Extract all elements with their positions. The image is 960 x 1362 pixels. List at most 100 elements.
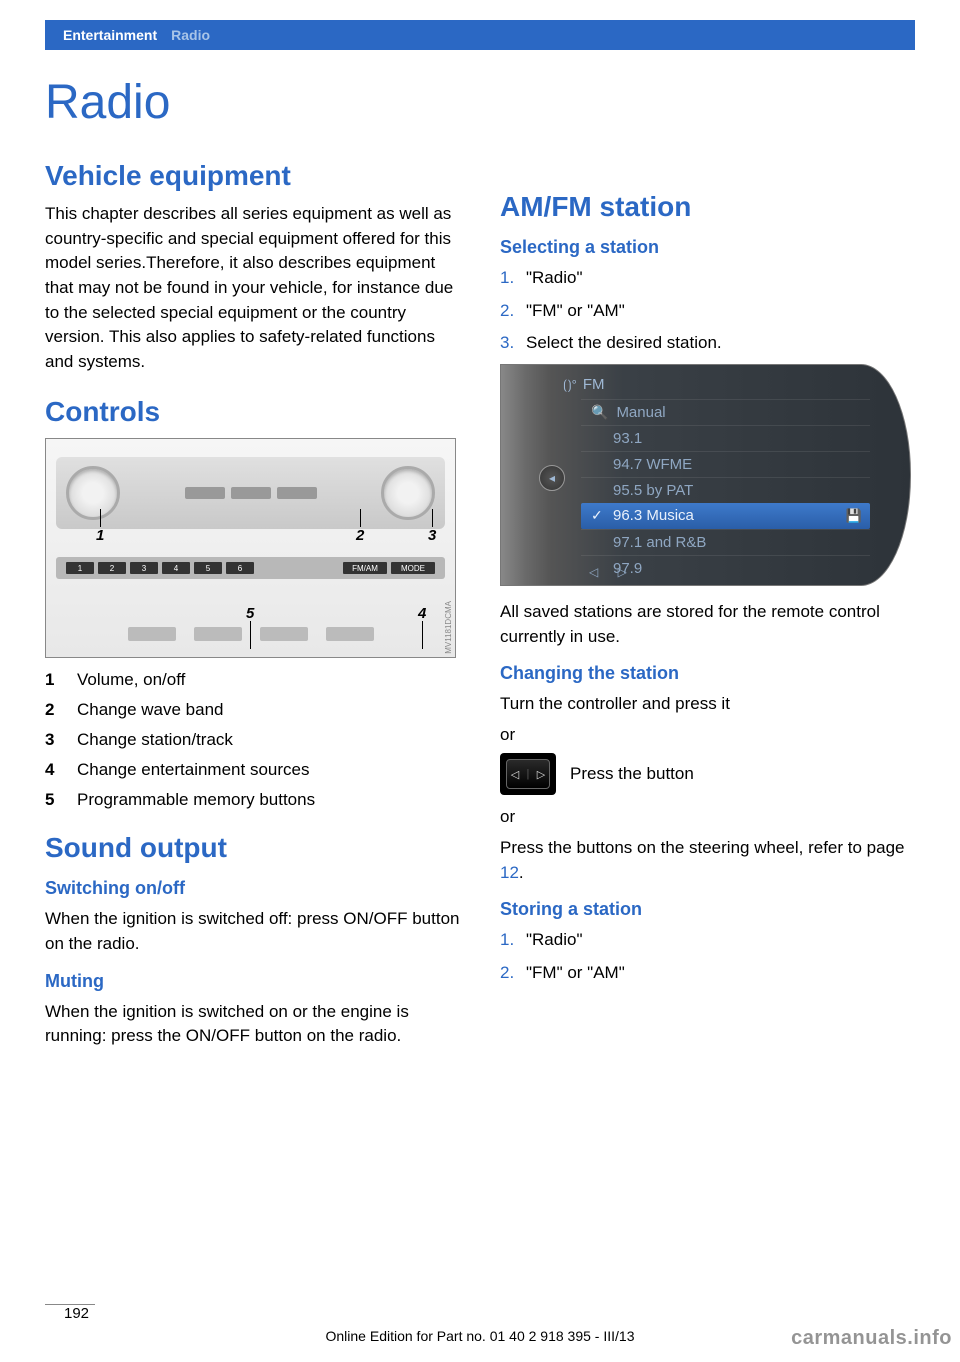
storing-steps: 1."Radio" 2."FM" or "AM": [500, 928, 915, 985]
preset-3: 3: [130, 562, 158, 574]
callout-label: 1: [96, 527, 104, 544]
left-arrow-icon: ◂: [539, 465, 565, 491]
fm-row-label: 95.5 by PAT: [613, 482, 870, 499]
save-icon: 💾: [846, 508, 862, 524]
changing-heading: Changing the station: [500, 663, 915, 684]
legend-row: 1 Volume, on/off: [45, 670, 460, 690]
controls-figure: 1 2 3 4 5 6 FM/AM MODE 1 2 3 4 5 MV1181D…: [45, 438, 456, 658]
preset-6: 6: [226, 562, 254, 574]
tune-knob-icon: [381, 466, 435, 520]
legend-row: 2 Change wave band: [45, 700, 460, 720]
legend-text: Programmable memory buttons: [77, 790, 315, 810]
callout-1: 1: [96, 527, 104, 544]
fm-row-label: 94.7 WFME: [613, 456, 870, 473]
controls-legend: 1 Volume, on/off 2 Change wave band 3 Ch…: [45, 670, 460, 810]
vehicle-equipment-heading: Vehicle equipment: [45, 160, 460, 192]
check-icon: ✓: [591, 507, 613, 524]
fm-row-manual: 🔍 Manual: [581, 399, 870, 425]
fm-row-label: 93.1: [613, 430, 870, 447]
step-text: "FM" or "AM": [526, 961, 625, 986]
right-column: AM/FM station Selecting a station 1."Rad…: [500, 75, 915, 1049]
vehicle-equipment-body: This chapter describes all series equipm…: [45, 202, 460, 374]
search-icon: 🔍: [591, 404, 608, 421]
step: 2."FM" or "AM": [500, 299, 915, 324]
legend-num: 2: [45, 700, 77, 720]
step: 3.Select the desired station.: [500, 331, 915, 356]
callout-label: 4: [418, 605, 426, 622]
bottom-button: [128, 627, 176, 641]
step: 2."FM" or "AM": [500, 961, 915, 986]
preset-2: 2: [98, 562, 126, 574]
tiny-button: [277, 487, 317, 499]
fm-row-selected: ✓96.3 Musica💾: [581, 503, 870, 529]
legend-num: 3: [45, 730, 77, 750]
step-text: "FM" or "AM": [526, 299, 625, 324]
step-text: "Radio": [526, 266, 583, 291]
fm-station-list: 🔍 Manual ✓93.1 ✓94.7 WFME ✓95.5 by PAT ✓…: [581, 399, 870, 581]
press-button-row: ◁ | ▷ Press the button: [500, 753, 915, 795]
preset-1: 1: [66, 562, 94, 574]
header-bar: Entertainment Radio: [45, 20, 915, 50]
tiny-button: [231, 487, 271, 499]
after-screenshot-text: All saved stations are stored for the re…: [500, 600, 915, 649]
muting-body: When the ignition is switched on or the …: [45, 1000, 460, 1049]
step-num: 2.: [500, 299, 526, 324]
step: 1."Radio": [500, 928, 915, 953]
step-text: "Radio": [526, 928, 583, 953]
bottom-button: [326, 627, 374, 641]
or-text: or: [500, 723, 915, 748]
legend-row: 4 Change entertainment sources: [45, 760, 460, 780]
legend-row: 3 Change station/track: [45, 730, 460, 750]
step-text: Select the desired station.: [526, 331, 722, 356]
switching-heading: Switching on/off: [45, 878, 460, 899]
step-num: 3.: [500, 331, 526, 356]
callout-label: 2: [356, 527, 364, 544]
left-column: Radio Vehicle equipment This chapter des…: [45, 75, 460, 1049]
fm-screenshot: ⟮⟯° FM ◂ 🔍 Manual ✓93.1 ✓94.7 WFME ✓95.5…: [500, 364, 911, 586]
legend-text: Change wave band: [77, 700, 224, 720]
legend-text: Change entertainment sources: [77, 760, 309, 780]
step: 1."Radio": [500, 266, 915, 291]
bottom-button: [260, 627, 308, 641]
page-link[interactable]: 12: [500, 863, 519, 882]
tiny-button: [185, 487, 225, 499]
page-number: 192: [64, 1305, 89, 1322]
steering-wheel-text: Press the buttons on the steering wheel,…: [500, 836, 915, 885]
preset-5: 5: [194, 562, 222, 574]
prev-next-button-icon: ◁ | ▷: [500, 753, 556, 795]
legend-num: 1: [45, 670, 77, 690]
callout-4: 4: [418, 605, 426, 622]
header-section: Entertainment: [45, 27, 157, 43]
nav-arrows-icon: ◁ ▷: [589, 565, 635, 579]
volume-knob-icon: [66, 466, 120, 520]
header-chapter: Radio: [157, 27, 210, 43]
callout-label: 5: [246, 605, 254, 622]
callout-5: 5: [246, 605, 254, 622]
page-title: Radio: [45, 75, 460, 130]
right-triangle-icon: ▷: [537, 768, 545, 781]
bottom-button: [194, 627, 242, 641]
fm-row-label: Manual: [616, 404, 870, 421]
fm-row: ✓94.7 WFME: [581, 451, 870, 477]
preset-4: 4: [162, 562, 190, 574]
period: .: [519, 863, 524, 882]
left-triangle-icon: ◁: [511, 768, 519, 781]
muting-heading: Muting: [45, 971, 460, 992]
fm-row-label: 96.3 Musica: [613, 507, 846, 524]
fm-row: ✓93.1: [581, 425, 870, 451]
fm-label: FM: [583, 376, 605, 393]
selecting-heading: Selecting a station: [500, 237, 915, 258]
switching-body: When the ignition is switched off: press…: [45, 907, 460, 956]
controls-panel: [56, 457, 445, 529]
legend-text: Volume, on/off: [77, 670, 185, 690]
step-num: 1.: [500, 928, 526, 953]
storing-heading: Storing a station: [500, 899, 915, 920]
callout-2: 2: [356, 527, 364, 544]
fm-row-label: 97.9: [613, 560, 870, 577]
callout-3: 3: [428, 527, 436, 544]
legend-text: Change station/track: [77, 730, 233, 750]
preset-strip: 1 2 3 4 5 6 FM/AM MODE: [56, 557, 445, 579]
steer-text: Press the buttons on the steering wheel,…: [500, 838, 904, 857]
fm-row: ✓95.5 by PAT: [581, 477, 870, 503]
callout-label: 3: [428, 527, 436, 544]
